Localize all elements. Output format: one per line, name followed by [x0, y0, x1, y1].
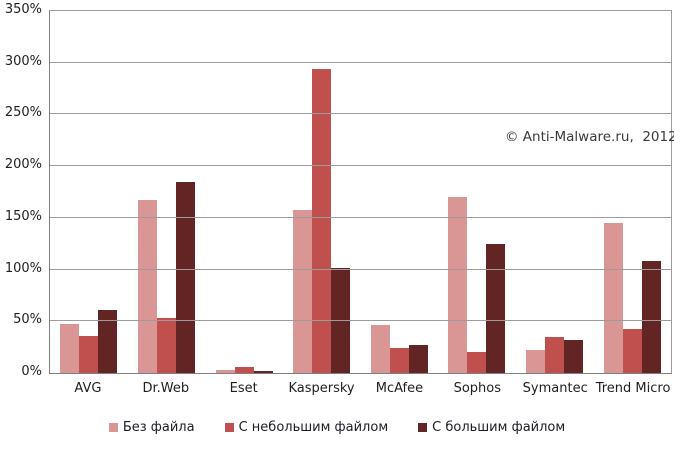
bar — [312, 68, 332, 373]
bar — [641, 261, 661, 373]
plot-area — [49, 10, 672, 374]
gridline-300 — [50, 61, 671, 63]
y-tick-label-0: 0% — [21, 364, 42, 379]
x-category-label: Kaspersky — [288, 381, 355, 396]
legend-item: С небольшим файлом — [224, 420, 389, 435]
y-tick-label-300: 300% — [4, 53, 42, 69]
bar-group-mcafee — [361, 11, 439, 373]
gridline-200 — [50, 165, 671, 167]
bar — [253, 370, 273, 373]
bar — [215, 369, 235, 373]
copyright-annotation: © Anti-Malware.ru, 2012 — [505, 129, 674, 145]
gridline-150 — [50, 216, 671, 218]
bar — [622, 328, 642, 373]
legend-item: Без файла — [108, 420, 195, 435]
bar — [370, 325, 390, 373]
gridline-100 — [50, 268, 671, 270]
gridline-50 — [50, 320, 671, 322]
bar-group-avg — [50, 11, 128, 373]
bar-group-trend-micro — [593, 11, 671, 373]
bar — [545, 336, 565, 373]
bar — [448, 197, 468, 373]
x-category-label: Symantec — [522, 381, 588, 396]
x-category-label: Eset — [229, 381, 258, 396]
bar — [526, 350, 546, 373]
bar — [408, 345, 428, 373]
bar — [60, 324, 80, 373]
legend: Без файла С небольшим файлом С большим фай… — [0, 420, 674, 435]
bar-group-symantec — [516, 11, 594, 373]
x-axis: AVG Dr.Web Eset Kaspersky McAfee Sophos Symant… — [49, 381, 672, 396]
bar — [486, 243, 506, 373]
x-category-label: Dr.Web — [142, 381, 190, 396]
legend-label: С небольшим файлом — [238, 420, 389, 435]
bar — [175, 181, 195, 373]
bar-group-kaspersky — [283, 11, 361, 373]
legend-label: Без файла — [122, 420, 195, 435]
y-tick-label-350: 350% — [4, 2, 42, 17]
y-tick-label-100: 100% — [4, 260, 42, 276]
bar — [331, 267, 351, 373]
bar — [79, 335, 99, 373]
bar-group-sophos — [438, 11, 516, 373]
legend-swatch-icon — [418, 423, 428, 432]
gridline-250 — [50, 113, 671, 115]
bar — [389, 348, 409, 373]
bar — [603, 223, 623, 373]
legend-label: С большим файлом — [432, 420, 566, 435]
x-category-label: McAfee — [375, 381, 424, 396]
x-category-label: Trend Micro — [595, 381, 671, 396]
legend-item: С большим файлом — [418, 420, 565, 435]
bar — [156, 318, 176, 373]
legend-swatch-icon — [224, 423, 234, 432]
bar — [293, 209, 313, 373]
bar — [98, 309, 118, 373]
bar — [564, 339, 584, 373]
bar — [137, 200, 157, 373]
y-tick-label-200: 200% — [4, 157, 42, 173]
y-tick-label-250: 250% — [4, 105, 42, 121]
y-tick-label-150: 150% — [4, 208, 42, 224]
bar-group-eset — [205, 11, 283, 373]
legend-swatch-icon — [108, 423, 118, 432]
bar — [234, 366, 254, 373]
x-category-label: AVG — [74, 381, 102, 396]
y-tick-label-50: 50% — [13, 312, 42, 328]
x-category-label: Sophos — [453, 381, 502, 396]
bar — [467, 352, 487, 373]
bar-groups — [50, 11, 671, 373]
bar-group-dr-web — [128, 11, 206, 373]
